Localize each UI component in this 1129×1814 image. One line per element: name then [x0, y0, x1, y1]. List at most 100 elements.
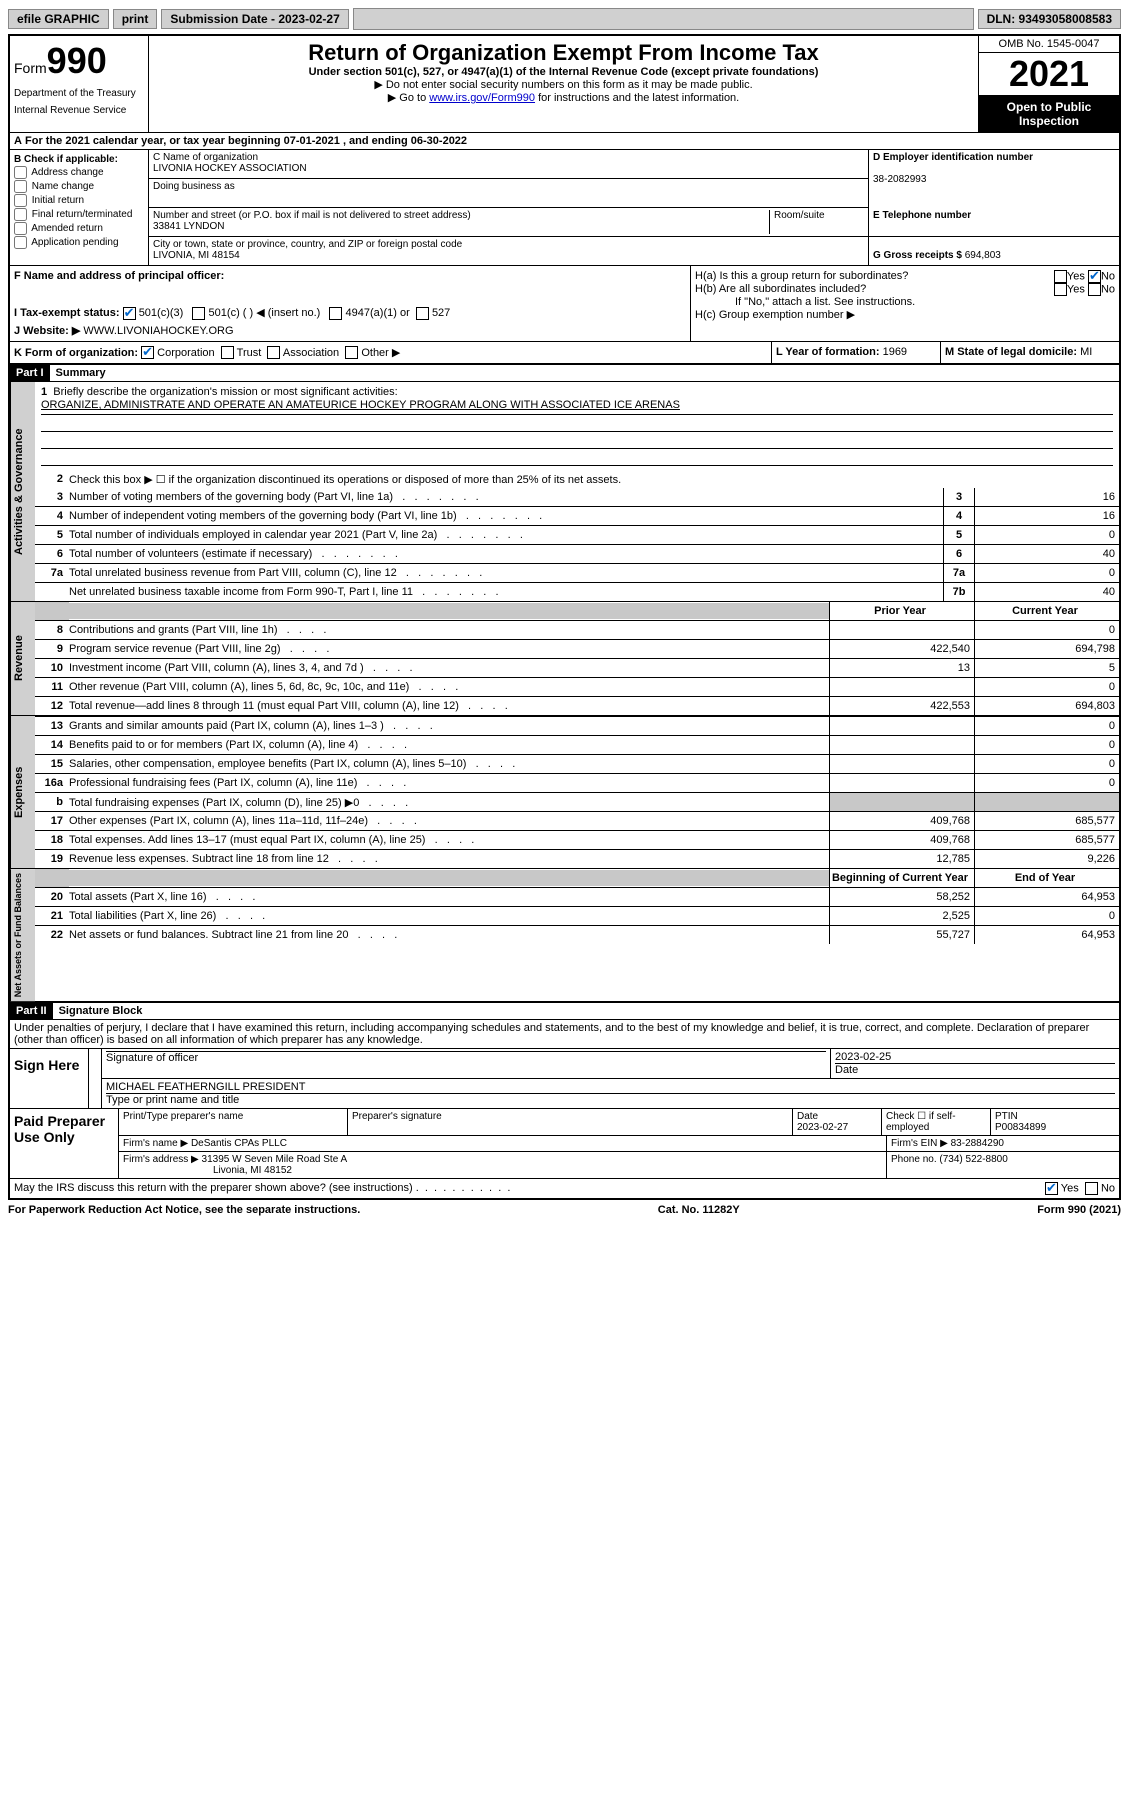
expenses-block: Expenses 13 Grants and similar amounts p…	[10, 715, 1119, 868]
section-fhi: F Name and address of principal officer:…	[10, 265, 1119, 341]
dln-label: DLN: 93493058008583	[978, 9, 1121, 29]
governance-block: Activities & Governance 1 Briefly descri…	[10, 381, 1119, 601]
submission-date: Submission Date - 2023-02-27	[161, 9, 348, 29]
current-val: 0	[974, 717, 1119, 735]
line-num: 16a	[35, 777, 69, 789]
m-label: M State of legal domicile:	[945, 346, 1077, 358]
cb-ha-yes[interactable]	[1054, 270, 1067, 283]
line-sub: 5	[943, 526, 974, 544]
prior-val: 409,768	[829, 812, 974, 830]
data-line: 14 Benefits paid to or for members (Part…	[35, 735, 1119, 754]
data-line: 10 Investment income (Part VIII, column …	[35, 658, 1119, 677]
city-row: City or town, state or province, country…	[149, 237, 868, 265]
line-num: 13	[35, 720, 69, 732]
governance-body: 1 Briefly describe the organization's mi…	[35, 382, 1119, 601]
line-text: Total expenses. Add lines 13–17 (must eq…	[69, 832, 829, 848]
i-label: I Tax-exempt status:	[14, 307, 120, 319]
open-public-badge: Open to Public Inspection	[979, 96, 1119, 132]
cb-assoc[interactable]	[267, 346, 280, 359]
print-button[interactable]: print	[113, 9, 158, 29]
cb-final-return[interactable]: Final return/terminated	[14, 208, 144, 221]
mission-text: ORGANIZE, ADMINISTRATE AND OPERATE AN AM…	[41, 398, 1113, 415]
line-text: Total number of individuals employed in …	[69, 527, 943, 543]
header-right: OMB No. 1545-0047 2021 Open to Public In…	[978, 36, 1119, 132]
prior-val	[829, 678, 974, 696]
d-label: D Employer identification number	[873, 152, 1033, 163]
prep-grid: Print/Type preparer's name Preparer's si…	[118, 1109, 1119, 1178]
prior-val: 55,727	[829, 926, 974, 944]
gov-line: 6 Total number of volunteers (estimate i…	[35, 544, 1119, 563]
cb-501c[interactable]	[192, 307, 205, 320]
dba-row: Doing business as	[149, 179, 868, 208]
data-line: 16a Professional fundraising fees (Part …	[35, 773, 1119, 792]
room-label: Room/suite	[774, 210, 825, 221]
cb-corp[interactable]	[141, 346, 154, 359]
irs-label: Internal Revenue Service	[14, 105, 144, 116]
irs-link[interactable]: www.irs.gov/Form990	[429, 92, 535, 104]
gov-line: 5 Total number of individuals employed i…	[35, 525, 1119, 544]
current-val: 0	[974, 755, 1119, 773]
expenses-body: 13 Grants and similar amounts paid (Part…	[35, 716, 1119, 868]
line-val: 0	[974, 564, 1119, 582]
cb-name-change[interactable]: Name change	[14, 180, 144, 193]
gov-line: 7a Total unrelated business revenue from…	[35, 563, 1119, 582]
cb-pending[interactable]: Application pending	[14, 236, 144, 249]
cb-hb-no[interactable]	[1088, 283, 1101, 296]
cb-ha-no[interactable]	[1088, 270, 1101, 283]
omb-number: OMB No. 1545-0047	[979, 36, 1119, 53]
line-num: 7a	[35, 567, 69, 579]
prior-val: 422,540	[829, 640, 974, 658]
cb-other[interactable]	[345, 346, 358, 359]
ssn-note: ▶ Do not enter social security numbers o…	[153, 78, 974, 91]
col-begin: Beginning of Current Year	[829, 869, 974, 887]
cb-amended[interactable]: Amended return	[14, 222, 144, 235]
section-i: I Tax-exempt status: 501(c)(3) 501(c) ( …	[14, 306, 686, 320]
addr-value: 33841 LYNDON	[153, 221, 225, 232]
cb-address-change[interactable]: Address change	[14, 166, 144, 179]
may-irs-row: May the IRS discuss this return with the…	[10, 1178, 1119, 1198]
ein-value: 38-2082993	[873, 174, 926, 185]
revenue-body: Prior Year Current Year 8 Contributions …	[35, 602, 1119, 715]
c-name-label: C Name of organization	[153, 152, 258, 163]
line-text: Total unrelated business revenue from Pa…	[69, 565, 943, 581]
line-num: 6	[35, 548, 69, 560]
cb-irs-yes[interactable]	[1045, 1182, 1058, 1195]
row-a-text: For the 2021 calendar year, or tax year …	[25, 135, 467, 147]
data-line: 15 Salaries, other compensation, employe…	[35, 754, 1119, 773]
form-word: Form	[14, 60, 47, 76]
sig-date-label: Date	[835, 1063, 1115, 1076]
cb-irs-no[interactable]	[1085, 1182, 1098, 1195]
entity-info-section: B Check if applicable: Address change Na…	[10, 150, 1119, 265]
may-irs-text: May the IRS discuss this return with the…	[14, 1182, 1045, 1195]
line-text: Other expenses (Part IX, column (A), lin…	[69, 813, 829, 829]
line-text: Professional fundraising fees (Part IX, …	[69, 775, 829, 791]
data-line: 11 Other revenue (Part VIII, column (A),…	[35, 677, 1119, 696]
topbar-spacer	[353, 8, 974, 30]
current-val: 0	[974, 621, 1119, 639]
k-label: K Form of organization:	[14, 347, 138, 359]
line-num: 8	[35, 624, 69, 636]
tax-year: 2021	[979, 53, 1119, 96]
vert-revenue: Revenue	[10, 602, 35, 715]
cb-4947[interactable]	[329, 307, 342, 320]
cb-hb-yes[interactable]	[1054, 283, 1067, 296]
current-val: 694,798	[974, 640, 1119, 658]
part2-header-row: Part II Signature Block	[10, 1001, 1119, 1019]
line-text: Total revenue—add lines 8 through 11 (mu…	[69, 698, 829, 714]
mission-blank3	[41, 449, 1113, 466]
current-val: 5	[974, 659, 1119, 677]
cb-trust[interactable]	[221, 346, 234, 359]
line-text: Total fundraising expenses (Part IX, col…	[69, 794, 829, 811]
current-val: 0	[974, 907, 1119, 925]
row-klm: K Form of organization: Corporation Trus…	[10, 341, 1119, 364]
line-text: Other revenue (Part VIII, column (A), li…	[69, 679, 829, 695]
sig-officer-label: Signature of officer	[106, 1051, 826, 1064]
line-val: 40	[974, 545, 1119, 563]
cb-501c3[interactable]	[123, 307, 136, 320]
cb-527[interactable]	[416, 307, 429, 320]
cb-initial-return[interactable]: Initial return	[14, 194, 144, 207]
line-sub: 4	[943, 507, 974, 525]
netassets-body: Beginning of Current Year End of Year 20…	[35, 869, 1119, 1001]
prior-val: 58,252	[829, 888, 974, 906]
firm-ein-value: 83-2884290	[951, 1138, 1004, 1149]
